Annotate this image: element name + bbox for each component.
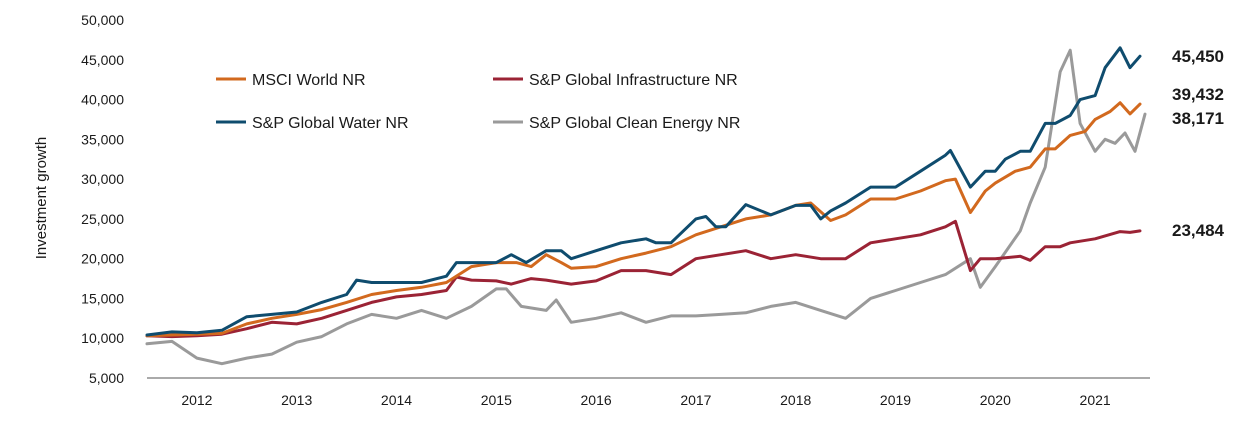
- legend: MSCI World NR S&P Global Infrastructure N…: [216, 72, 740, 132]
- series-lines: [145, 46, 1147, 366]
- end-value-label: 38,171: [1172, 109, 1224, 128]
- x-tick-label: 2014: [381, 392, 412, 408]
- y-tick-label: 50,000: [81, 12, 124, 28]
- y-tick-label: 25,000: [81, 211, 124, 227]
- legend-label-s-p-global-water-nr: S&P Global Water NR: [252, 115, 409, 132]
- x-tick-label: 2013: [281, 392, 312, 408]
- y-tick-label: 40,000: [81, 92, 124, 108]
- y-axis: 5,000 10,000 15,000 20,000 25,000 30,000 35,00…: [81, 12, 124, 386]
- x-tick-label: 2020: [980, 392, 1011, 408]
- series-line-s-p-global-clean-energy-nr: [145, 48, 1147, 366]
- y-tick-label: 15,000: [81, 290, 124, 306]
- series-line-s-p-global-water-nr: [145, 46, 1142, 337]
- series-line-msci-world-nr: [145, 101, 1142, 338]
- y-tick-label: 35,000: [81, 131, 124, 147]
- x-tick-label: 2021: [1080, 392, 1111, 408]
- legend-label-s-p-global-clean-energy-nr: S&P Global Clean Energy NR: [529, 115, 740, 132]
- end-value-label: 39,432: [1172, 85, 1224, 104]
- y-tick-label: 10,000: [81, 330, 124, 346]
- x-axis: 2012 2013 2014 2015 2016 2017 2018 2019 2020 2021: [147, 377, 1150, 408]
- legend-label-s-p-global-infrastructure-nr: S&P Global Infrastructure NR: [529, 72, 738, 89]
- y-tick-label: 20,000: [81, 251, 124, 267]
- end-value-label: 45,450: [1172, 47, 1224, 66]
- x-tick-label: 2012: [181, 392, 212, 408]
- x-tick-label: 2015: [481, 392, 512, 408]
- x-tick-label: 2016: [581, 392, 612, 408]
- x-tick-label: 2019: [880, 392, 911, 408]
- end-labels: 45,450 39,432 38,171 23,484: [1172, 47, 1225, 240]
- y-tick-label: 45,000: [81, 52, 124, 68]
- legend-label-msci-world-nr: MSCI World NR: [252, 72, 366, 89]
- y-axis-title: Investment growth: [33, 137, 50, 260]
- x-tick-label: 2017: [680, 392, 711, 408]
- y-tick-label: 5,000: [89, 370, 124, 386]
- y-tick-label: 30,000: [81, 171, 124, 187]
- x-tick-label: 2018: [780, 392, 811, 408]
- series-line-s-p-global-infrastructure-nr: [145, 219, 1142, 339]
- end-value-label: 23,484: [1172, 221, 1225, 240]
